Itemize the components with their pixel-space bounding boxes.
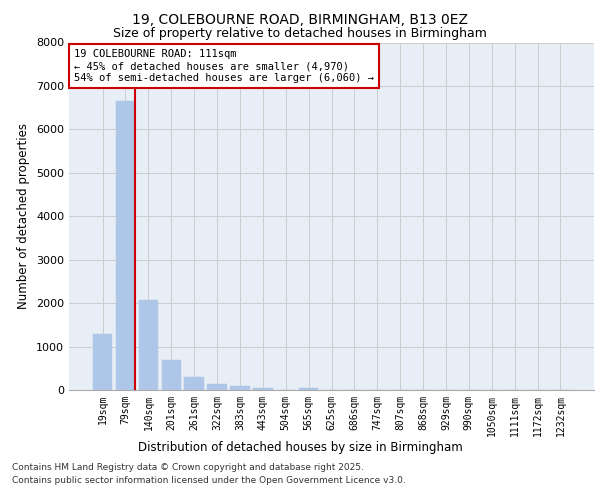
Text: 19 COLEBOURNE ROAD: 111sqm
← 45% of detached houses are smaller (4,970)
54% of s: 19 COLEBOURNE ROAD: 111sqm ← 45% of deta… bbox=[74, 50, 374, 82]
Text: 19, COLEBOURNE ROAD, BIRMINGHAM, B13 0EZ: 19, COLEBOURNE ROAD, BIRMINGHAM, B13 0EZ bbox=[132, 12, 468, 26]
Bar bbox=[253, 388, 272, 390]
Bar bbox=[161, 360, 181, 390]
Bar bbox=[184, 377, 204, 390]
Bar bbox=[116, 101, 135, 390]
Text: Size of property relative to detached houses in Birmingham: Size of property relative to detached ho… bbox=[113, 28, 487, 40]
Text: Contains public sector information licensed under the Open Government Licence v3: Contains public sector information licen… bbox=[12, 476, 406, 485]
Bar bbox=[208, 384, 227, 390]
Bar bbox=[230, 386, 250, 390]
Y-axis label: Number of detached properties: Number of detached properties bbox=[17, 123, 31, 309]
Bar bbox=[139, 300, 158, 390]
Text: Contains HM Land Registry data © Crown copyright and database right 2025.: Contains HM Land Registry data © Crown c… bbox=[12, 464, 364, 472]
Bar bbox=[299, 388, 319, 390]
Bar bbox=[93, 334, 112, 390]
Text: Distribution of detached houses by size in Birmingham: Distribution of detached houses by size … bbox=[137, 441, 463, 454]
